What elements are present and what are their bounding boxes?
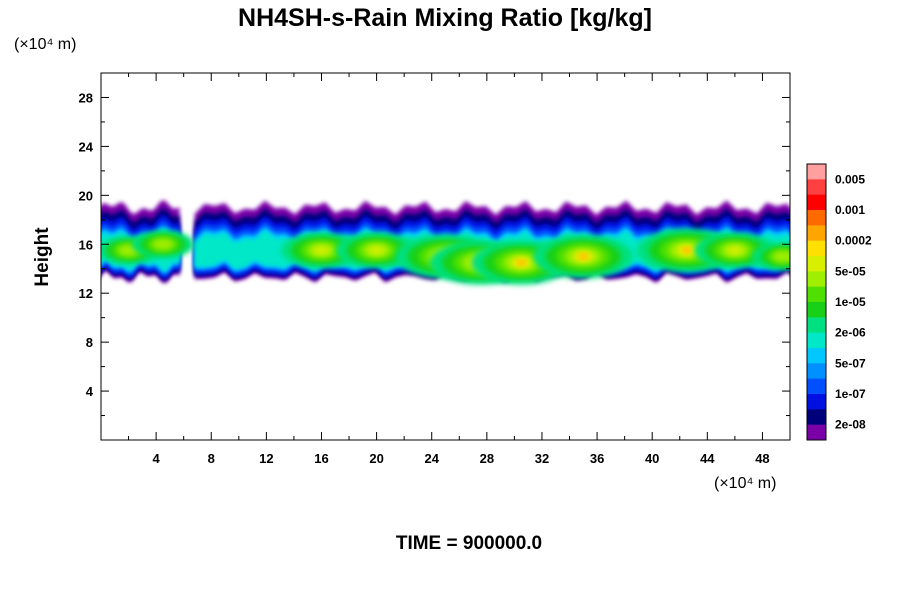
- colorbar-label: 2e-08: [835, 418, 866, 432]
- cloud-hotspot: [579, 254, 588, 259]
- cloud-hotspot: [517, 260, 526, 265]
- y-tick-label: 16: [79, 237, 93, 252]
- x-tick-label: 48: [755, 451, 769, 466]
- y-tick-label: 20: [79, 188, 93, 203]
- cloud-hotspot: [152, 238, 174, 250]
- cloud-hotspot: [772, 251, 790, 262]
- x-tick-label: 16: [314, 451, 328, 466]
- x-tick-label: 4: [153, 451, 161, 466]
- axis-ticks: [101, 73, 790, 440]
- y-tick-label: 4: [86, 384, 94, 399]
- plot-frame: [100, 72, 791, 441]
- cloud-hotspot: [313, 246, 329, 255]
- colorbar-label: 5e-07: [835, 356, 866, 370]
- colorbar-swatch: [807, 348, 826, 364]
- cloud-hotspot: [682, 248, 691, 253]
- y-tick-label: 12: [79, 286, 93, 301]
- colorbar-swatch: [807, 317, 826, 334]
- x-tick-label: 40: [645, 451, 659, 466]
- colorbar-swatch: [807, 363, 826, 380]
- colorbar-label: 0.0002: [835, 234, 872, 248]
- x-tick-label: 12: [259, 451, 273, 466]
- y-unit-label: (×10⁴ m): [14, 36, 76, 53]
- colorbar-label: 5e-05: [835, 264, 866, 278]
- colorbar-label: 0.001: [835, 203, 865, 217]
- colorbar-label: 1e-05: [835, 295, 866, 309]
- colorbar-swatch: [807, 271, 826, 288]
- colorbar-label: 1e-07: [835, 387, 866, 401]
- y-tick-label: 24: [79, 139, 94, 154]
- cloud-field: [101, 200, 790, 285]
- y-tick-labels: 4 8 12 16 20 24 28: [79, 90, 94, 399]
- colorbar-swatch: [807, 240, 826, 257]
- time-label: TIME = 900000.0: [396, 533, 542, 554]
- x-tick-label: 20: [369, 451, 383, 466]
- colorbar-label: 0.005: [835, 172, 865, 186]
- x-tick-labels: 4 8 12 16 20 24 28 32 36 40 44 48: [153, 451, 770, 466]
- colorbar-swatch: [807, 194, 826, 211]
- colorbar-swatch: [807, 256, 826, 272]
- x-tick-label: 44: [700, 451, 715, 466]
- x-tick-label: 32: [535, 451, 549, 466]
- colorbar-swatch: [807, 394, 826, 410]
- colorbar-swatch: [807, 378, 826, 395]
- colorbar-frame: [806, 163, 827, 441]
- cloud-hotspot: [727, 246, 743, 255]
- colorbar-labels: 0.005 0.001 0.0002 5e-05 1e-05 2e-06 5e-07 1e-0…: [835, 172, 872, 431]
- y-tick-label: 28: [79, 90, 93, 105]
- colorbar-swatch: [807, 286, 826, 303]
- colorbar-swatch: [807, 424, 826, 441]
- colorbar-label: 2e-06: [835, 326, 866, 340]
- x-tick-label: 36: [590, 451, 604, 466]
- colorbar: [806, 163, 827, 441]
- colorbar-swatch: [807, 225, 826, 242]
- x-tick-label: 24: [424, 451, 439, 466]
- cloud-hotspot: [369, 246, 385, 255]
- colorbar-swatch: [807, 302, 826, 318]
- colorbar-swatch: [807, 332, 826, 349]
- y-tick-label: 8: [86, 335, 93, 350]
- x-tick-label: 28: [480, 451, 494, 466]
- colorbar-swatch: [807, 179, 826, 196]
- y-axis-label: Height: [32, 227, 53, 287]
- x-tick-label: 8: [208, 451, 215, 466]
- colorbar-swatch: [807, 210, 826, 226]
- colorbar-swatch: [807, 164, 826, 180]
- x-unit-label: (×10⁴ m): [714, 475, 776, 492]
- chart-title: NH4SH-s-Rain Mixing Ratio [kg/kg]: [238, 4, 652, 32]
- colorbar-swatch: [807, 409, 826, 426]
